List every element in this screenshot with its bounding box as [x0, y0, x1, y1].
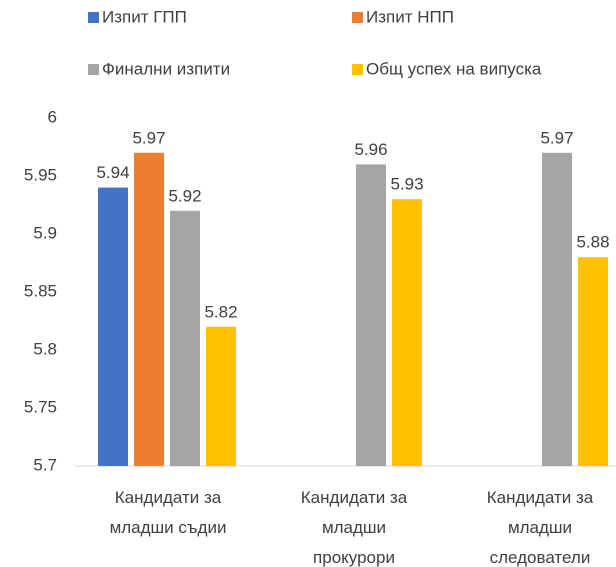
x-tick-label: Кандидати за младши прокурори [300, 488, 408, 567]
bar [392, 199, 422, 466]
bar [98, 187, 128, 466]
data-label: 5.94 [96, 163, 129, 182]
bar [542, 152, 572, 467]
y-tick-label: 5.95 [24, 165, 57, 184]
y-tick-label: 5.8 [33, 339, 57, 358]
bar [578, 257, 608, 466]
legend-label: Изпит НПП [366, 7, 454, 26]
legend-swatch [88, 64, 99, 75]
data-label: 5.92 [168, 186, 201, 205]
y-tick-label: 5.85 [24, 281, 57, 300]
data-label: 5.93 [390, 175, 423, 194]
legend-swatch [88, 12, 99, 23]
legend-swatch [352, 64, 363, 75]
x-tick-label: Кандидати за младши следователи [486, 488, 594, 567]
bar [134, 152, 164, 467]
data-label: 5.97 [132, 128, 165, 147]
y-tick-label: 5.7 [33, 455, 57, 474]
y-tick-label: 5.9 [33, 223, 57, 242]
legend-label: Изпит ГПП [102, 7, 187, 26]
y-tick-label: 5.75 [24, 397, 57, 416]
bar [356, 164, 386, 466]
data-label: 5.88 [576, 233, 609, 252]
data-label: 5.82 [204, 302, 237, 321]
legend-label: Финални изпити [102, 59, 230, 78]
bar [170, 210, 200, 466]
legend-label: Общ успех на випуска [366, 59, 542, 78]
data-label: 5.97 [540, 128, 573, 147]
y-tick-label: 6 [48, 107, 57, 126]
data-label: 5.96 [354, 140, 387, 159]
bar [206, 326, 236, 466]
x-tick-label: Кандидати за младши съдии [109, 488, 227, 537]
legend-swatch [352, 12, 363, 23]
